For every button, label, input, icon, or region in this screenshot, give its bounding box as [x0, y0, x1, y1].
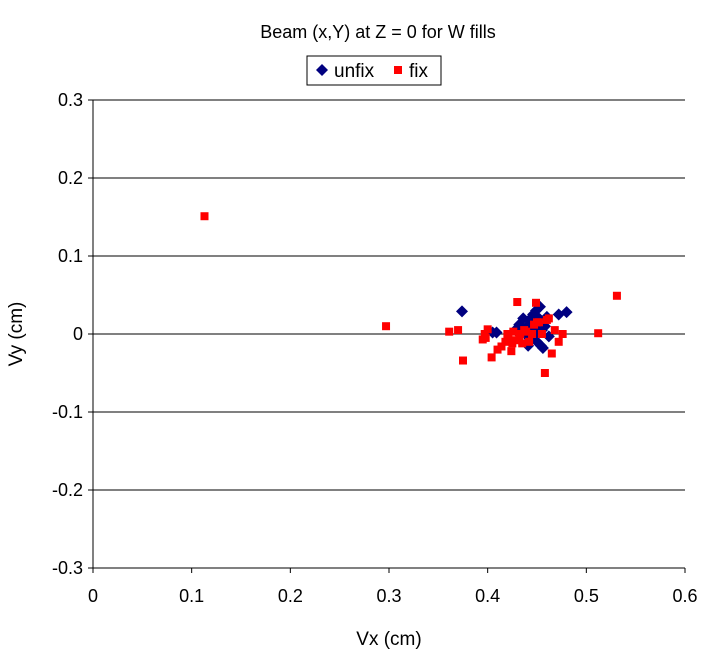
point-unfix — [456, 305, 469, 318]
point-fix — [200, 212, 209, 221]
point-unfix — [560, 306, 573, 319]
point-fix — [445, 327, 454, 336]
point-fix — [544, 314, 553, 323]
series-fix — [200, 212, 621, 377]
point-fix — [518, 339, 527, 348]
x-tick-label: 0.6 — [672, 586, 697, 606]
point-fix — [540, 369, 549, 377]
point-fix — [507, 347, 516, 356]
legend-marker-fix — [394, 66, 402, 74]
y-tick-label: -0.3 — [52, 558, 83, 578]
legend-marker-unfix — [316, 64, 328, 76]
y-axis-label: Vy (cm) — [6, 302, 27, 367]
y-tick-label: 0.2 — [58, 168, 83, 188]
legend-label-unfix: unfix — [334, 61, 375, 82]
x-axis-label: Vx (cm) — [356, 629, 421, 650]
y-tick-label: 0.3 — [58, 90, 83, 110]
point-fix — [525, 337, 534, 346]
y-tick-label: 0.1 — [58, 246, 83, 266]
x-tick-labels: 0 0.1 0.2 0.3 0.4 0.5 0.6 — [88, 586, 698, 606]
x-tick-label: 0 — [88, 586, 98, 606]
point-fix — [537, 330, 546, 338]
x-tick-label: 0.2 — [278, 586, 303, 606]
point-fix — [454, 326, 463, 335]
legend-box — [306, 55, 442, 86]
point-unfix — [536, 342, 549, 355]
y-tick-label: 0 — [73, 324, 83, 344]
point-unfix — [490, 326, 503, 339]
point-fix — [513, 298, 522, 307]
point-fix — [483, 325, 492, 334]
y-tick-labels: -0.3 -0.2 -0.1 0 0.1 0.2 0.3 — [52, 90, 83, 578]
point-fix — [497, 342, 506, 351]
legend-label-fix: fix — [409, 61, 429, 82]
point-fix — [550, 326, 559, 335]
legend: unfix fix — [306, 55, 442, 86]
point-fix — [558, 330, 567, 338]
point-fix — [487, 353, 496, 362]
point-fix — [612, 291, 621, 300]
x-tick-label: 0.3 — [376, 586, 401, 606]
point-fix — [382, 322, 391, 331]
point-fix — [594, 329, 603, 338]
x-tick-label: 0.5 — [574, 586, 599, 606]
point-fix — [481, 333, 490, 342]
chart-title: Beam (x,Y) at Z = 0 for W fills — [260, 22, 496, 42]
x-tick-label: 0.4 — [475, 586, 500, 606]
axes — [88, 99, 686, 573]
x-tick-label: 0.1 — [179, 586, 204, 606]
point-fix — [504, 333, 513, 342]
point-fix — [547, 349, 556, 358]
point-fix — [528, 330, 537, 338]
y-tick-label: -0.1 — [52, 402, 83, 422]
point-fix — [534, 318, 543, 327]
point-fix — [532, 298, 541, 307]
point-fix — [509, 327, 518, 336]
point-fix — [554, 337, 563, 346]
y-tick-label: -0.2 — [52, 480, 83, 500]
point-fix — [522, 327, 531, 336]
point-fix — [459, 356, 467, 365]
